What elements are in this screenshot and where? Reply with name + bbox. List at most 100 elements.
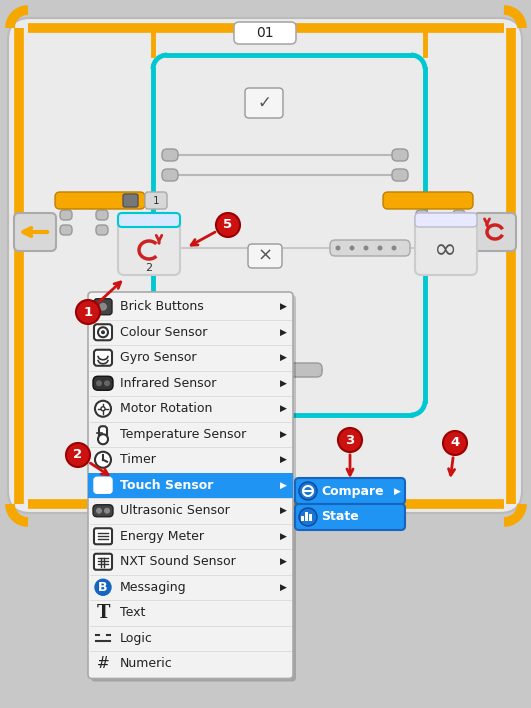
Circle shape [101, 407, 105, 411]
Text: Numeric: Numeric [120, 657, 173, 670]
Text: Motor Rotation: Motor Rotation [120, 402, 212, 416]
Circle shape [299, 482, 317, 500]
Bar [305, 512, 308, 521]
Text: 5: 5 [224, 219, 233, 232]
Circle shape [96, 380, 102, 387]
Text: Brick Buttons: Brick Buttons [120, 300, 204, 313]
FancyBboxPatch shape [453, 210, 465, 220]
Circle shape [96, 478, 110, 492]
Text: Gyro Sensor: Gyro Sensor [120, 351, 196, 364]
Text: ×: × [258, 247, 272, 265]
FancyBboxPatch shape [415, 213, 477, 227]
Text: ▶: ▶ [279, 353, 286, 362]
Circle shape [378, 246, 382, 251]
FancyBboxPatch shape [88, 292, 293, 678]
FancyBboxPatch shape [96, 225, 108, 235]
FancyBboxPatch shape [245, 88, 283, 118]
Text: ▶: ▶ [279, 481, 286, 490]
FancyBboxPatch shape [93, 505, 113, 517]
Text: 2: 2 [145, 263, 152, 273]
Text: ▶: ▶ [279, 430, 286, 439]
Text: Logic: Logic [120, 632, 153, 645]
Text: ✓: ✓ [257, 94, 271, 112]
FancyBboxPatch shape [416, 210, 428, 220]
Bar [88, 472, 293, 498]
FancyBboxPatch shape [94, 324, 112, 341]
FancyBboxPatch shape [93, 376, 113, 390]
FancyBboxPatch shape [383, 192, 473, 209]
Text: ▶: ▶ [279, 302, 286, 312]
Circle shape [299, 508, 317, 526]
FancyBboxPatch shape [94, 299, 112, 315]
Circle shape [66, 443, 90, 467]
Text: ▶: ▶ [279, 328, 286, 337]
FancyBboxPatch shape [14, 213, 56, 251]
Text: Compare: Compare [321, 484, 383, 498]
FancyBboxPatch shape [96, 210, 108, 220]
Text: Colour Sensor: Colour Sensor [120, 326, 208, 338]
Text: 1: 1 [153, 195, 159, 205]
FancyBboxPatch shape [8, 18, 522, 513]
Circle shape [76, 300, 100, 324]
Circle shape [216, 213, 240, 237]
Circle shape [443, 431, 467, 455]
Text: #: # [97, 656, 109, 671]
Text: NXT Sound Sensor: NXT Sound Sensor [120, 555, 236, 569]
Circle shape [95, 579, 111, 595]
Text: 01: 01 [256, 26, 274, 40]
Circle shape [336, 246, 340, 251]
Circle shape [364, 246, 369, 251]
Text: ▶: ▶ [279, 557, 286, 566]
FancyBboxPatch shape [330, 240, 410, 256]
FancyBboxPatch shape [123, 194, 138, 207]
Text: 2: 2 [73, 448, 82, 462]
Circle shape [101, 330, 105, 334]
Text: ∞: ∞ [434, 236, 458, 264]
FancyBboxPatch shape [118, 213, 180, 275]
FancyBboxPatch shape [453, 225, 465, 235]
FancyBboxPatch shape [162, 169, 178, 181]
FancyBboxPatch shape [60, 225, 72, 235]
Text: Energy Meter: Energy Meter [120, 530, 204, 543]
FancyBboxPatch shape [474, 213, 516, 251]
FancyBboxPatch shape [94, 554, 112, 570]
Text: Ultrasonic Sensor: Ultrasonic Sensor [120, 504, 230, 518]
Circle shape [96, 508, 102, 514]
Circle shape [99, 303, 107, 311]
Bar [301, 516, 304, 521]
FancyBboxPatch shape [272, 363, 322, 377]
Text: 1: 1 [83, 305, 92, 319]
Circle shape [95, 452, 111, 468]
FancyBboxPatch shape [295, 478, 405, 504]
Text: 4: 4 [450, 437, 460, 450]
Text: B: B [98, 581, 108, 594]
Circle shape [338, 428, 362, 452]
FancyBboxPatch shape [392, 169, 408, 181]
Circle shape [95, 401, 111, 417]
Text: T: T [96, 604, 110, 622]
Text: Infrared Sensor: Infrared Sensor [120, 377, 216, 389]
Text: ▶: ▶ [279, 404, 286, 413]
Text: ▶: ▶ [393, 486, 400, 496]
FancyBboxPatch shape [91, 295, 296, 682]
FancyBboxPatch shape [94, 528, 112, 544]
FancyBboxPatch shape [118, 213, 180, 227]
FancyBboxPatch shape [60, 210, 72, 220]
Text: 3: 3 [345, 433, 355, 447]
Text: ▶: ▶ [279, 379, 286, 388]
FancyBboxPatch shape [94, 350, 112, 366]
Circle shape [104, 508, 110, 514]
Circle shape [98, 327, 108, 337]
Text: State: State [321, 510, 359, 523]
Text: Temperature Sensor: Temperature Sensor [120, 428, 246, 441]
FancyBboxPatch shape [99, 426, 107, 440]
Circle shape [349, 246, 355, 251]
Text: Timer: Timer [120, 453, 156, 467]
Text: Text: Text [120, 606, 145, 620]
FancyBboxPatch shape [416, 225, 428, 235]
Text: ▶: ▶ [279, 506, 286, 515]
Circle shape [104, 380, 110, 387]
FancyBboxPatch shape [55, 192, 145, 209]
FancyBboxPatch shape [234, 22, 296, 44]
Text: ▶: ▶ [279, 532, 286, 541]
